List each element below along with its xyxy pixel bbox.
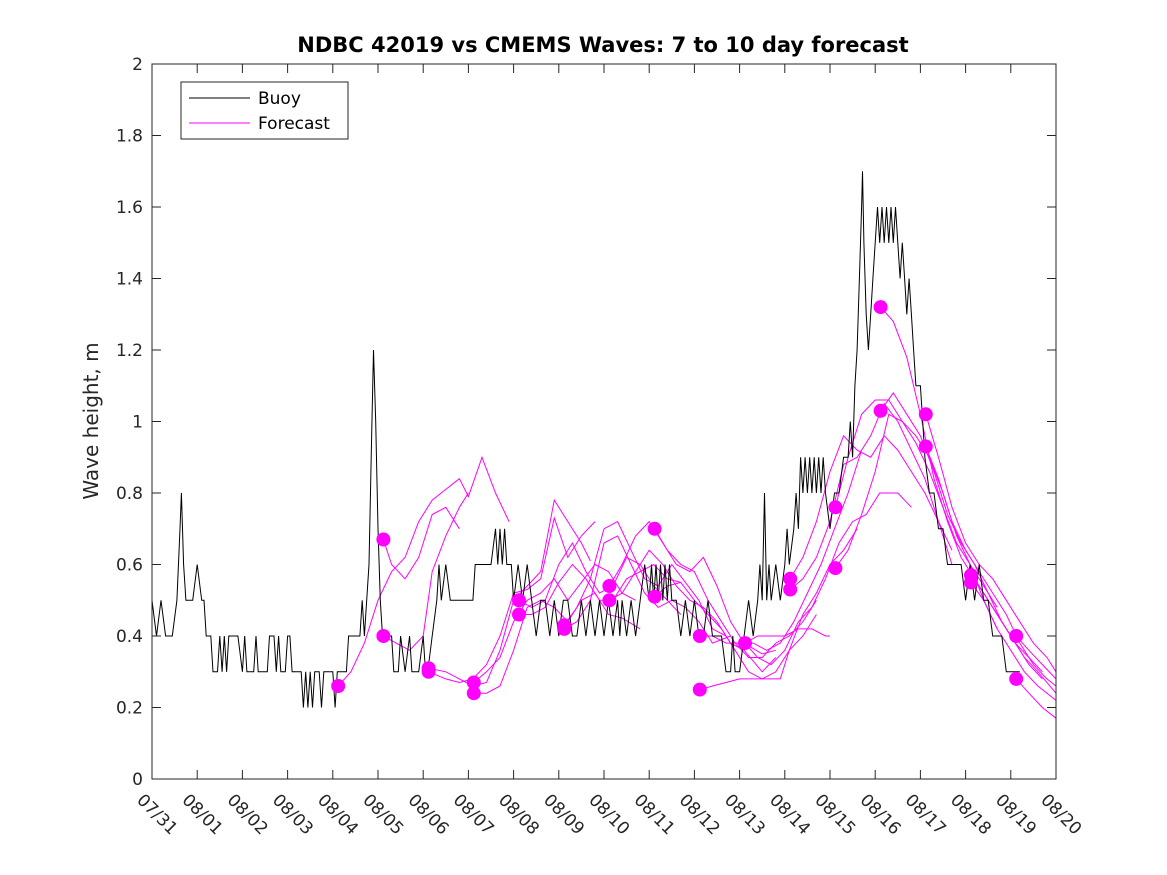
forecast-marker-29 bbox=[1009, 629, 1024, 643]
y-tick-label-6: 1.2 bbox=[116, 341, 143, 361]
x-tick-label-0: 07/31 bbox=[132, 790, 181, 839]
forecast-line-21 bbox=[789, 402, 953, 590]
y-tick-label-9: 1.8 bbox=[116, 127, 143, 147]
forecast-marker-20 bbox=[783, 582, 798, 597]
forecast-line-18 bbox=[744, 628, 830, 644]
forecast-marker-9 bbox=[512, 607, 526, 622]
forecast-marker-26 bbox=[918, 439, 933, 454]
forecast-marker-11 bbox=[557, 621, 572, 636]
forecast-marker-21 bbox=[828, 500, 843, 515]
forecast-line-1 bbox=[337, 455, 510, 687]
x-tick-label-5: 08/05 bbox=[358, 790, 407, 839]
y-tick-label-8: 1.6 bbox=[116, 198, 143, 218]
forecast-marker-23 bbox=[873, 300, 888, 315]
forecast-marker-2 bbox=[376, 532, 391, 547]
y-tick-label-1: 0.2 bbox=[116, 699, 143, 719]
forecast-marker-14 bbox=[647, 521, 662, 536]
forecast-line-17 bbox=[699, 449, 863, 651]
buoy-line bbox=[151, 171, 1020, 708]
x-tick-label-19: 08/19 bbox=[991, 790, 1040, 839]
forecast-marker-22 bbox=[828, 561, 843, 576]
forecast-marker-13 bbox=[602, 593, 617, 608]
buoy-series-group bbox=[151, 171, 1020, 708]
forecast-marker-8 bbox=[512, 593, 526, 608]
x-tick-label-4: 08/04 bbox=[313, 790, 362, 839]
forecast-markers-group bbox=[331, 300, 1024, 701]
forecast-marker-3 bbox=[376, 629, 391, 643]
forecast-marker-24 bbox=[873, 403, 888, 418]
x-tick-label-17: 08/17 bbox=[901, 790, 950, 839]
x-tick-label-12: 08/12 bbox=[675, 790, 724, 839]
forecast-marker-30 bbox=[1009, 671, 1024, 686]
x-tick-label-14: 08/14 bbox=[765, 790, 814, 839]
forecast-line-27 bbox=[925, 446, 1057, 687]
forecast-marker-1 bbox=[331, 679, 346, 693]
plot-background bbox=[152, 64, 1056, 779]
forecast-line-19 bbox=[744, 492, 912, 666]
y-tick-label-7: 1.4 bbox=[116, 270, 143, 290]
forecast-marker-6 bbox=[466, 675, 481, 690]
y-tick-label-5: 1 bbox=[132, 413, 143, 433]
forecast-marker-7 bbox=[466, 686, 481, 701]
x-tick-label-16: 08/16 bbox=[856, 790, 905, 839]
y-axis: 0 0.2 0.4 0.6 0.8 1 1.2 1.4 1.6 1.8 2 bbox=[116, 55, 1056, 790]
x-tick-label-15: 08/15 bbox=[810, 790, 859, 839]
legend: Buoy Forecast bbox=[180, 81, 349, 140]
x-tick-label-13: 08/13 bbox=[720, 790, 769, 839]
forecast-marker-5 bbox=[421, 661, 436, 676]
forecast-marker-12 bbox=[602, 579, 617, 593]
forecast-marker-18 bbox=[738, 636, 752, 651]
x-tick-label-9: 08/09 bbox=[539, 790, 588, 839]
x-tick-label-7: 08/07 bbox=[449, 790, 498, 839]
forecast-marker-17 bbox=[692, 682, 707, 697]
forecast-line-26 bbox=[925, 414, 1057, 673]
x-tick-label-2: 08/02 bbox=[223, 790, 272, 839]
x-tick-label-20: 08/20 bbox=[1036, 790, 1085, 839]
legend-forecast-label: Forecast bbox=[258, 114, 330, 134]
x-tick-label-18: 08/18 bbox=[946, 790, 995, 839]
forecast-line-31 bbox=[1015, 678, 1057, 719]
forecast-line-2 bbox=[382, 506, 460, 580]
y-tick-label-3: 0.6 bbox=[116, 556, 143, 576]
forecast-line-30 bbox=[1015, 635, 1057, 680]
y-axis-label: Wave height, m bbox=[79, 342, 103, 499]
y-tick-label-4: 0.8 bbox=[116, 484, 143, 504]
x-tick-label-10: 08/10 bbox=[584, 790, 633, 839]
y-tick-label-2: 0.4 bbox=[116, 627, 143, 647]
forecast-marker-16 bbox=[692, 629, 707, 643]
plot-area bbox=[151, 63, 1057, 780]
x-tick-label-3: 08/03 bbox=[268, 790, 317, 839]
y-tick-label-10: 2 bbox=[132, 55, 143, 75]
forecast-line-3 bbox=[383, 492, 469, 651]
x-tick-label-8: 08/08 bbox=[494, 790, 543, 839]
x-tick-label-1: 08/01 bbox=[178, 790, 227, 839]
x-tick-label-11: 08/11 bbox=[630, 790, 679, 839]
forecast-line-6 bbox=[473, 563, 636, 683]
legend-buoy-label: Buoy bbox=[258, 89, 301, 109]
chart-title: NDBC 42019 vs CMEMS Waves: 7 to 10 day f… bbox=[297, 33, 908, 57]
x-tick-label-6: 08/06 bbox=[404, 790, 453, 839]
forecast-line-13 bbox=[609, 549, 777, 673]
forecast-line-10 bbox=[563, 520, 727, 637]
forecast-marker-19 bbox=[783, 571, 798, 586]
forecast-marker-15 bbox=[647, 589, 662, 604]
forecast-line-20 bbox=[789, 434, 953, 580]
forecast-marker-25 bbox=[918, 407, 933, 422]
y-tick-label-0: 0 bbox=[132, 770, 143, 790]
forecast-marker-28 bbox=[964, 575, 978, 590]
legend-box bbox=[180, 81, 349, 140]
forecast-line-7 bbox=[473, 592, 641, 694]
